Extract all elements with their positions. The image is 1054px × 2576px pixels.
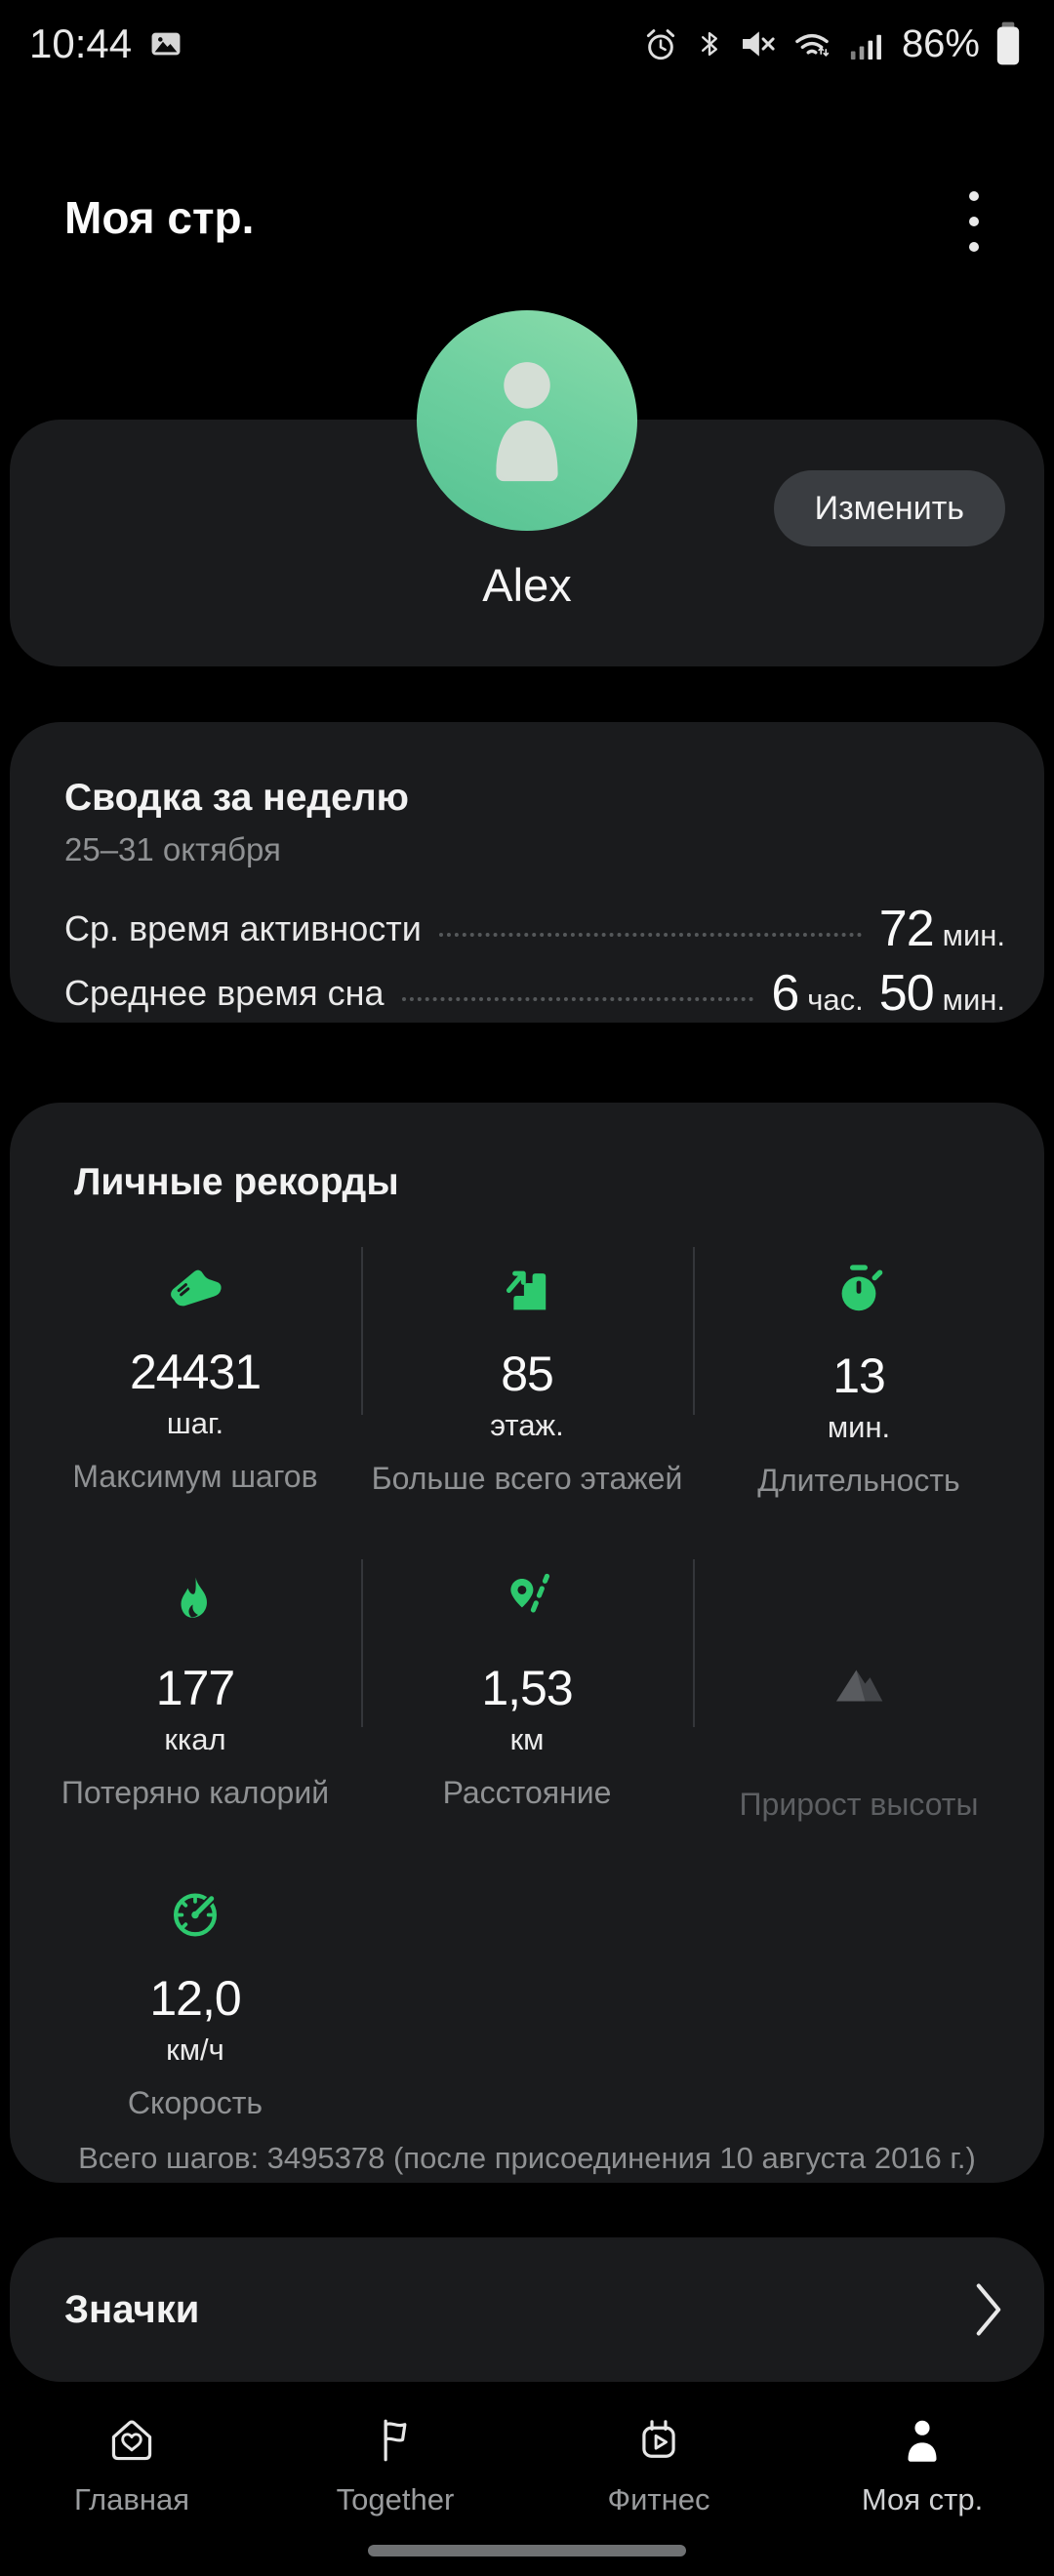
record-elevation: Прирост высоты [693, 1546, 1025, 1822]
bluetooth-icon [693, 23, 726, 64]
nav-together[interactable]: Together [264, 2389, 527, 2555]
stopwatch-icon [830, 1258, 888, 1320]
personal-records-card: Личные рекорды 24431 шаг. Максимум шагов… [10, 1103, 1044, 2183]
alarm-icon [640, 23, 681, 64]
shoe-icon [163, 1258, 227, 1316]
nav-fitness[interactable]: Фитнес [527, 2389, 790, 2555]
page-title: Моя стр. [64, 192, 255, 243]
clock-time: 10:44 [29, 20, 133, 66]
record-duration: 13 мин. Длительность [693, 1233, 1025, 1498]
more-options-icon [969, 191, 979, 201]
record-steps: 24431 шаг. Максимум шагов [29, 1233, 361, 1494]
more-options-button[interactable] [945, 187, 1003, 256]
nav-my-page[interactable]: Моя стр. [790, 2389, 1054, 2555]
mute-icon [738, 23, 779, 64]
record-speed: 12,0 км/ч Скорость [29, 1858, 361, 2120]
home-indicator[interactable] [368, 2545, 686, 2556]
flame-icon [167, 1570, 223, 1632]
profile-card: Изменить Alex [10, 420, 1044, 666]
flag-icon [367, 2412, 424, 2469]
summary-title: Сводка за неделю [64, 777, 409, 819]
profile-name: Alex [482, 559, 572, 611]
person-icon [417, 310, 637, 531]
summary-row-active-time: Ср. время активности 72 мин. [64, 901, 1005, 957]
home-icon [103, 2412, 160, 2469]
battery-percent: 86% [901, 21, 980, 65]
mountain-icon [822, 1650, 896, 1712]
dotted-leader [401, 997, 754, 1001]
fitness-icon [630, 2412, 687, 2469]
stairs-icon [497, 1258, 557, 1318]
record-floors: 85 этаж. Больше всего этажей [361, 1233, 693, 1496]
edit-profile-button[interactable]: Изменить [773, 470, 1005, 546]
record-calories: 177 ккал Потеряно калорий [29, 1546, 361, 1810]
chevron-right-icon [972, 2279, 1005, 2340]
badges-title: Значки [64, 2287, 200, 2331]
wifi-icon [790, 23, 833, 64]
route-icon [496, 1570, 558, 1632]
signal-icon [845, 23, 886, 64]
record-distance: 1,53 км Расстояние [361, 1546, 693, 1810]
records-grid: 24431 шаг. Максимум шагов 85 этаж. Больш… [29, 1233, 1025, 2120]
badges-card[interactable]: Значки [10, 2237, 1044, 2382]
summary-row-sleep-time: Среднее время сна 6 час. 50 мин. [64, 965, 1005, 1022]
avatar[interactable] [417, 310, 637, 531]
gallery-notification-icon [147, 25, 184, 62]
nav-home[interactable]: Главная [0, 2389, 264, 2555]
bottom-nav: Главная Together Фитнес Моя стр. [0, 2389, 1054, 2555]
speedometer-icon [165, 1882, 225, 1943]
profile-icon [894, 2412, 951, 2469]
dotted-leader [438, 933, 862, 937]
total-steps-footer: Всего шагов: 3495378 (после присоединени… [78, 2141, 976, 2175]
battery-icon [992, 19, 1025, 69]
records-title: Личные рекорды [74, 1161, 399, 1203]
status-bar: 10:44 [0, 0, 1054, 88]
summary-date-range: 25–31 октября [64, 831, 281, 867]
weekly-summary-card: Сводка за неделю 25–31 октября Ср. время… [10, 722, 1044, 1023]
